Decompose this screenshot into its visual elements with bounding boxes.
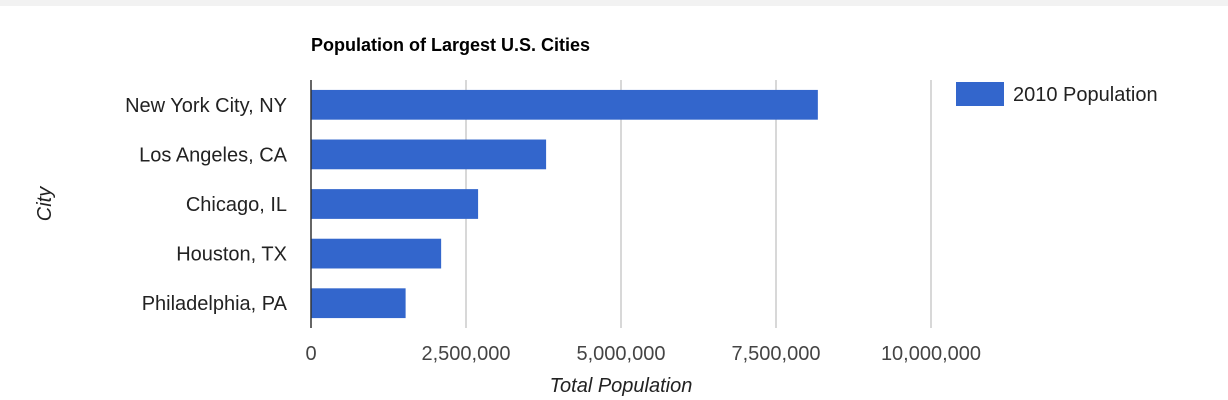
category-label: Houston, TX (176, 244, 287, 266)
legend: 2010 Population (956, 82, 1158, 106)
category-label: Chicago, IL (186, 194, 287, 216)
x-tick-label: 7,500,000 (732, 343, 821, 365)
legend-label: 2010 Population (1013, 84, 1158, 106)
top-strip (0, 0, 1228, 6)
x-tick-labels: 0 2,500,000 5,000,000 7,500,000 10,000,000 (305, 343, 981, 365)
x-tick-label: 0 (305, 343, 316, 365)
category-label: Philadelphia, PA (142, 293, 288, 315)
x-axis-title: Total Population (550, 375, 693, 397)
category-label: Los Angeles, CA (139, 144, 288, 166)
x-tick-label: 5,000,000 (577, 343, 666, 365)
bar (311, 189, 479, 219)
y-axis-title: City (34, 186, 56, 221)
category-label: New York City, NY (125, 95, 287, 117)
bar (311, 288, 406, 319)
legend-swatch (956, 82, 1004, 106)
x-tick-label: 2,500,000 (422, 343, 511, 365)
chart-title: Population of Largest U.S. Cities (311, 35, 590, 55)
bar (311, 238, 442, 269)
bar (311, 89, 818, 120)
bars (311, 89, 818, 319)
x-tick-label: 10,000,000 (881, 343, 981, 365)
bar (311, 139, 547, 170)
category-labels: New York City, NY Los Angeles, CA Chicago,… (125, 95, 288, 315)
